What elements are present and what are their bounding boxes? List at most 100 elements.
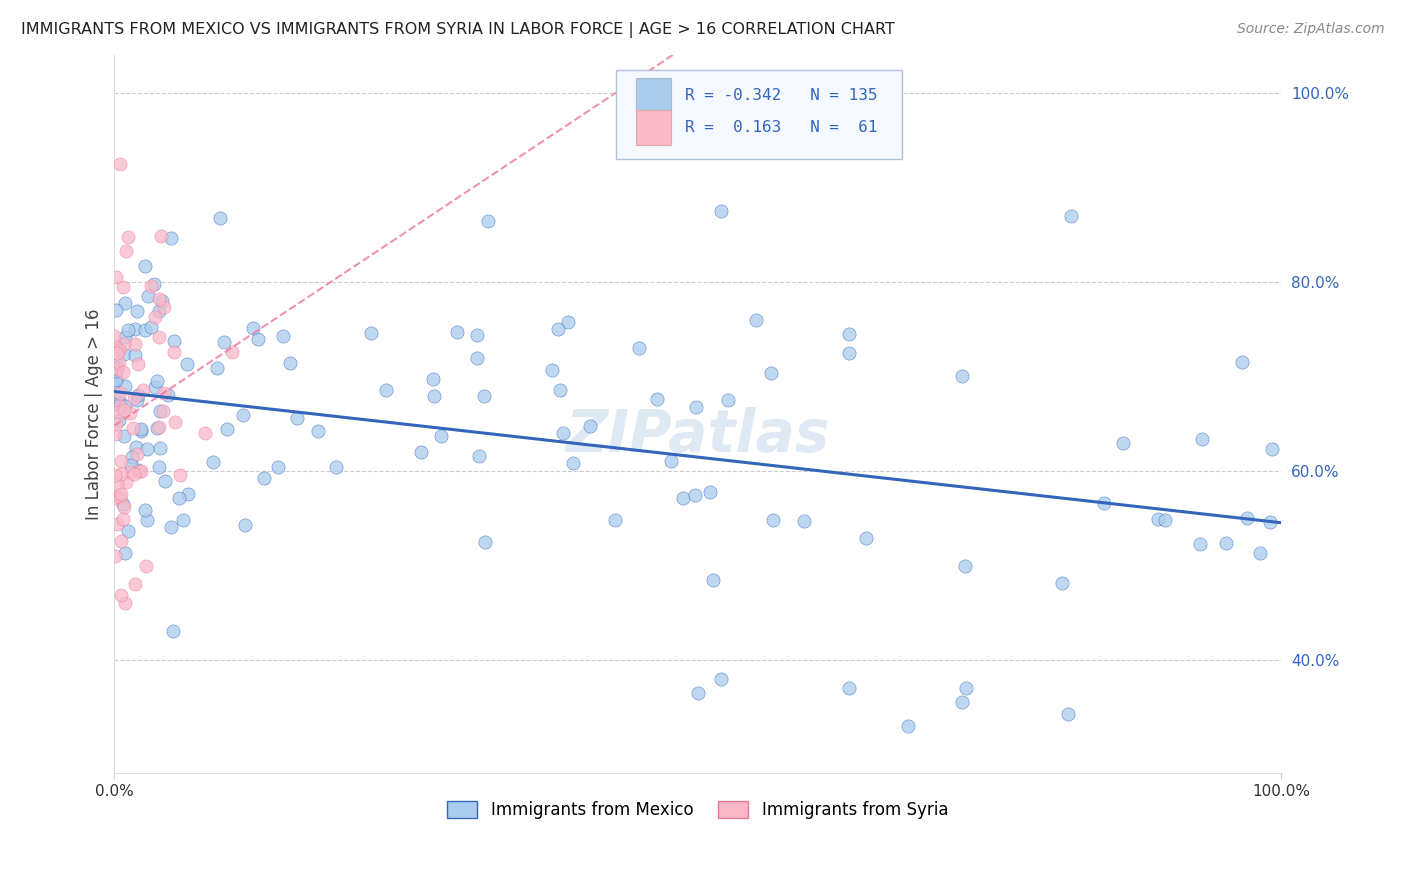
Text: IMMIGRANTS FROM MEXICO VS IMMIGRANTS FROM SYRIA IN LABOR FORCE | AGE > 16 CORREL: IMMIGRANTS FROM MEXICO VS IMMIGRANTS FRO… <box>21 22 896 38</box>
Point <box>112 346 135 360</box>
Point <box>110 534 132 549</box>
Point <box>710 672 733 686</box>
Point <box>325 459 347 474</box>
Point <box>172 513 194 527</box>
Point <box>104 426 127 441</box>
Point <box>411 444 433 458</box>
Point <box>104 468 127 483</box>
Point <box>148 292 170 306</box>
Point <box>628 341 651 355</box>
Point <box>110 453 132 467</box>
Text: Source: ZipAtlas.com: Source: ZipAtlas.com <box>1237 22 1385 37</box>
Point <box>122 421 145 435</box>
Point <box>1236 511 1258 525</box>
Point <box>1215 536 1237 550</box>
Text: R = -0.342   N = 135: R = -0.342 N = 135 <box>685 88 877 103</box>
Point <box>117 323 139 337</box>
Point <box>1249 546 1271 560</box>
Point <box>136 289 159 303</box>
Point <box>465 328 488 343</box>
Point <box>134 259 156 273</box>
Point <box>163 415 186 429</box>
Point <box>955 681 977 696</box>
Point <box>561 456 583 470</box>
Point <box>136 442 159 456</box>
FancyBboxPatch shape <box>616 70 901 160</box>
Point <box>271 329 294 343</box>
Point <box>139 278 162 293</box>
Point <box>548 384 571 398</box>
Point <box>104 373 127 387</box>
Point <box>221 345 243 359</box>
Point <box>112 512 135 526</box>
Point <box>127 358 149 372</box>
Point <box>1057 706 1080 721</box>
Point <box>152 403 174 417</box>
Point <box>838 326 860 341</box>
Point <box>107 405 129 419</box>
Bar <box>636 111 671 145</box>
Point <box>105 516 128 531</box>
Point <box>1147 512 1170 526</box>
Point <box>105 269 128 284</box>
Point <box>111 279 134 293</box>
Point <box>108 356 131 370</box>
Y-axis label: In Labor Force | Age > 16: In Labor Force | Age > 16 <box>86 309 103 520</box>
Point <box>547 322 569 336</box>
Point <box>446 325 468 339</box>
Point <box>107 392 129 407</box>
Point <box>685 400 707 414</box>
Point <box>142 277 165 291</box>
Point <box>146 374 169 388</box>
Point <box>149 229 172 244</box>
Point <box>686 686 709 700</box>
Text: R =  0.163   N =  61: R = 0.163 N = 61 <box>685 120 877 136</box>
Point <box>153 301 176 315</box>
Text: ZIPatlas: ZIPatlas <box>565 408 830 465</box>
Point <box>132 383 155 397</box>
Point <box>112 497 135 511</box>
Point <box>169 468 191 483</box>
Point <box>1261 442 1284 456</box>
Point <box>423 389 446 403</box>
Point <box>429 429 451 443</box>
Point <box>699 485 721 500</box>
Point <box>212 334 235 349</box>
Point <box>467 449 489 463</box>
Point <box>108 490 131 504</box>
Point <box>308 424 330 438</box>
Point <box>148 304 170 318</box>
Legend: Immigrants from Mexico, Immigrants from Syria: Immigrants from Mexico, Immigrants from … <box>440 795 955 826</box>
Point <box>104 417 127 431</box>
Point <box>950 368 973 383</box>
Point <box>557 315 579 329</box>
Point <box>125 393 148 408</box>
Point <box>114 545 136 559</box>
Point <box>124 577 146 591</box>
Point <box>105 476 128 491</box>
Point <box>110 399 132 413</box>
Point <box>360 326 382 341</box>
Point <box>950 695 973 709</box>
Point <box>176 357 198 371</box>
Point <box>103 397 125 411</box>
Point <box>110 157 132 171</box>
Point <box>143 380 166 394</box>
Point <box>208 211 231 226</box>
Point <box>131 424 153 438</box>
Point <box>217 422 239 436</box>
Point <box>233 518 256 533</box>
Point <box>134 503 156 517</box>
Point <box>107 413 129 427</box>
Point <box>121 450 143 464</box>
Point <box>129 422 152 436</box>
Point <box>793 514 815 528</box>
Point <box>110 487 132 501</box>
Point <box>124 337 146 351</box>
Point <box>160 230 183 244</box>
Point <box>112 403 135 417</box>
Point <box>124 348 146 362</box>
Point <box>153 474 176 488</box>
Point <box>285 411 308 425</box>
Point <box>267 459 290 474</box>
